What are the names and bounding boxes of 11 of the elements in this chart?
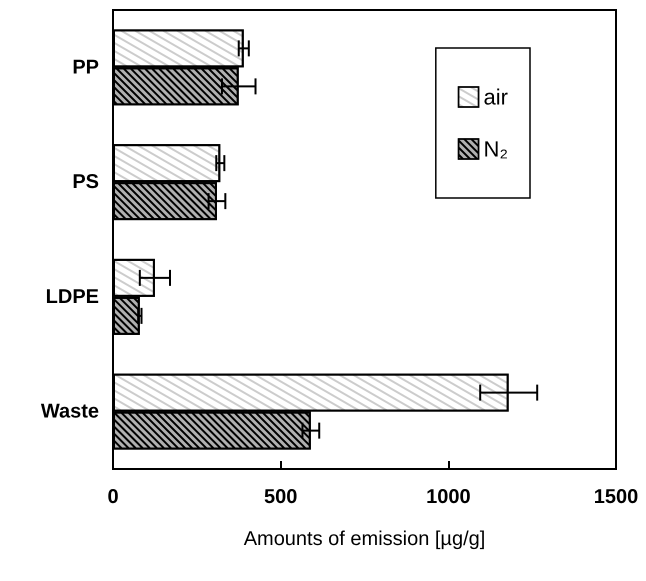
x-tick-label: 1500	[594, 486, 638, 508]
y-tick-label: PS	[72, 171, 99, 194]
x-tick-label: 0	[107, 486, 119, 508]
legend-label: air	[484, 84, 508, 110]
x-tick-label: 1000	[426, 486, 471, 508]
legend-label: N₂	[484, 136, 508, 162]
y-tick-label: PP	[72, 56, 99, 78]
x-tick-label: 500	[264, 486, 298, 508]
y-tick-label: LDPE	[46, 286, 99, 308]
y-tick-label: Waste	[40, 400, 99, 423]
x-axis-title: Amounts of emission [µg/g]	[244, 528, 486, 550]
